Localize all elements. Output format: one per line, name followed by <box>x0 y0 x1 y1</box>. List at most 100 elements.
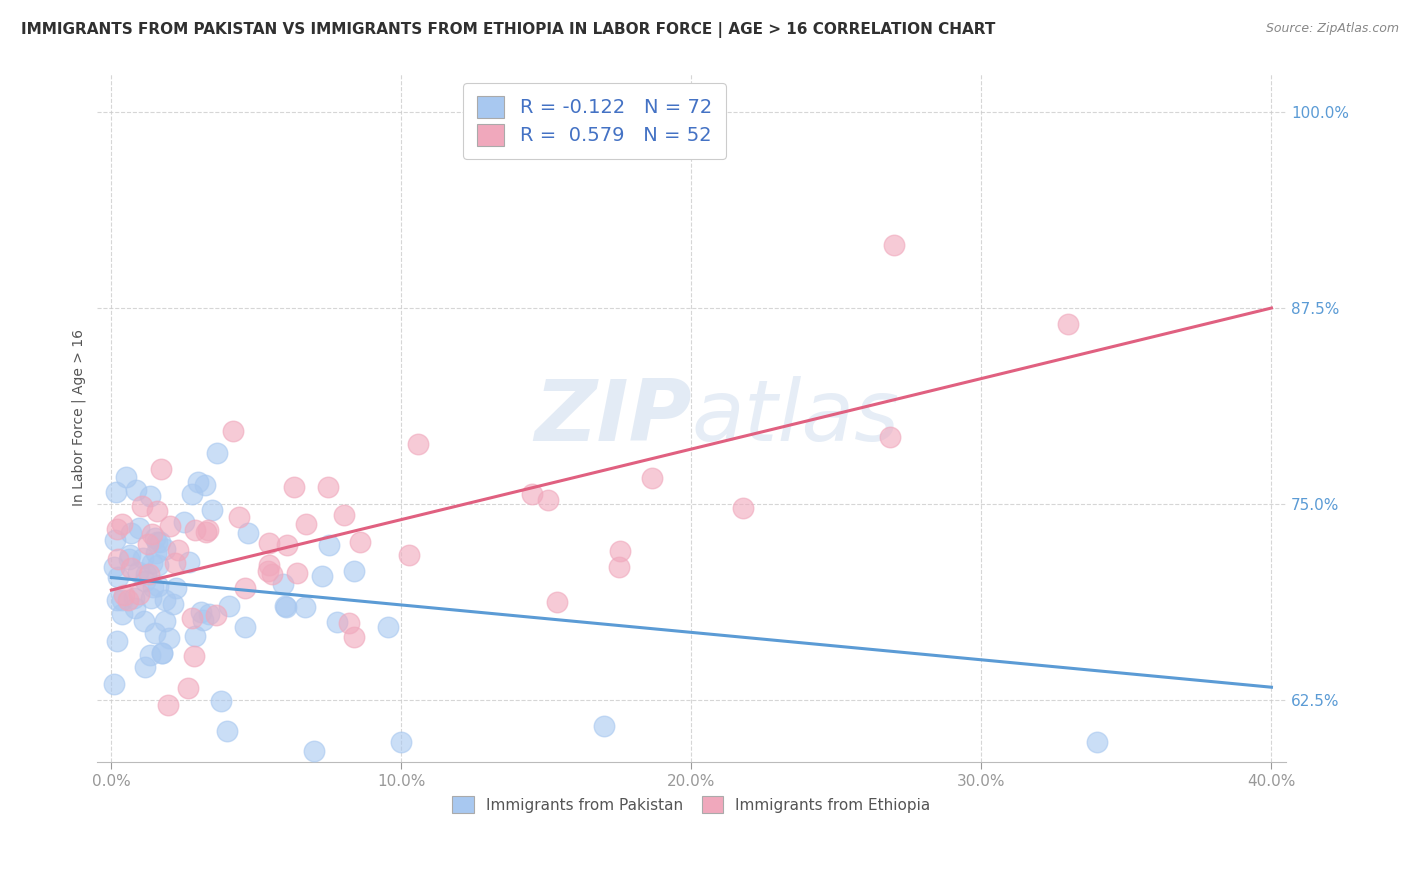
Point <box>274 599 297 613</box>
Point <box>333 508 356 522</box>
Point <box>122 591 145 605</box>
Point <box>187 475 209 489</box>
Legend: Immigrants from Pakistan, Immigrants from Ethiopia: Immigrants from Pakistan, Immigrants fro… <box>441 786 941 823</box>
Point <box>190 605 212 619</box>
Point <box>125 483 148 498</box>
Point <box>127 566 149 580</box>
Point <box>180 610 202 624</box>
Point <box>593 719 616 733</box>
Point <box>294 600 316 615</box>
Point <box>349 534 371 549</box>
Point <box>209 694 232 708</box>
Point <box>111 607 134 621</box>
Point <box>107 551 129 566</box>
Point <box>146 535 169 549</box>
Point <box>406 437 429 451</box>
Point <box>207 446 229 460</box>
Point <box>883 238 905 252</box>
Point <box>337 615 360 630</box>
Point <box>143 626 166 640</box>
Point <box>132 551 155 566</box>
Point <box>377 619 399 633</box>
Point <box>146 504 169 518</box>
Point <box>318 538 340 552</box>
Point <box>276 538 298 552</box>
Point <box>166 542 188 557</box>
Point <box>201 503 224 517</box>
Point <box>389 735 412 749</box>
Y-axis label: In Labor Force | Age > 16: In Labor Force | Age > 16 <box>72 329 86 506</box>
Point <box>134 659 156 673</box>
Point <box>142 581 165 595</box>
Point <box>143 531 166 545</box>
Point <box>176 681 198 695</box>
Point <box>145 546 167 560</box>
Point <box>105 633 128 648</box>
Point <box>107 570 129 584</box>
Point <box>221 424 243 438</box>
Point <box>104 533 127 547</box>
Point <box>149 462 172 476</box>
Point <box>197 523 219 537</box>
Point <box>118 552 141 566</box>
Point <box>537 493 560 508</box>
Point <box>166 581 188 595</box>
Point <box>257 558 280 573</box>
Point <box>609 543 631 558</box>
Point <box>271 577 294 591</box>
Point <box>257 564 280 578</box>
Point <box>173 515 195 529</box>
Point <box>641 471 664 485</box>
Point <box>153 593 176 607</box>
Point <box>139 489 162 503</box>
Point <box>326 615 349 629</box>
Text: IMMIGRANTS FROM PAKISTAN VS IMMIGRANTS FROM ETHIOPIA IN LABOR FORCE | AGE > 16 C: IMMIGRANTS FROM PAKISTAN VS IMMIGRANTS F… <box>21 22 995 38</box>
Point <box>731 500 754 515</box>
Point <box>283 480 305 494</box>
Point <box>139 648 162 662</box>
Point <box>311 569 333 583</box>
Point <box>343 565 366 579</box>
Point <box>103 676 125 690</box>
Point <box>294 517 316 532</box>
Point <box>177 555 200 569</box>
Point <box>398 548 420 562</box>
Point <box>236 526 259 541</box>
Point <box>184 523 207 537</box>
Point <box>146 558 169 572</box>
Point <box>193 478 215 492</box>
Point <box>198 607 221 621</box>
Point <box>257 535 280 549</box>
Point <box>117 593 139 607</box>
Point <box>150 646 173 660</box>
Point <box>180 487 202 501</box>
Point <box>285 566 308 580</box>
Point <box>141 527 163 541</box>
Point <box>120 548 142 562</box>
Point <box>128 587 150 601</box>
Point <box>879 429 901 443</box>
Point <box>228 510 250 524</box>
Point <box>134 614 156 628</box>
Point <box>1057 317 1080 331</box>
Point <box>162 597 184 611</box>
Point <box>111 516 134 531</box>
Point <box>262 566 284 581</box>
Text: ZIP: ZIP <box>534 376 692 459</box>
Point <box>120 525 142 540</box>
Point <box>103 560 125 574</box>
Point <box>183 648 205 663</box>
Point <box>112 588 135 602</box>
Point <box>153 541 176 556</box>
Point <box>156 698 179 712</box>
Point <box>165 557 187 571</box>
Point <box>193 613 215 627</box>
Point <box>155 614 177 628</box>
Point <box>218 599 240 613</box>
Point <box>343 630 366 644</box>
Point <box>141 557 163 571</box>
Point <box>136 537 159 551</box>
Point <box>204 608 226 623</box>
Point <box>134 574 156 589</box>
Point <box>105 485 128 500</box>
